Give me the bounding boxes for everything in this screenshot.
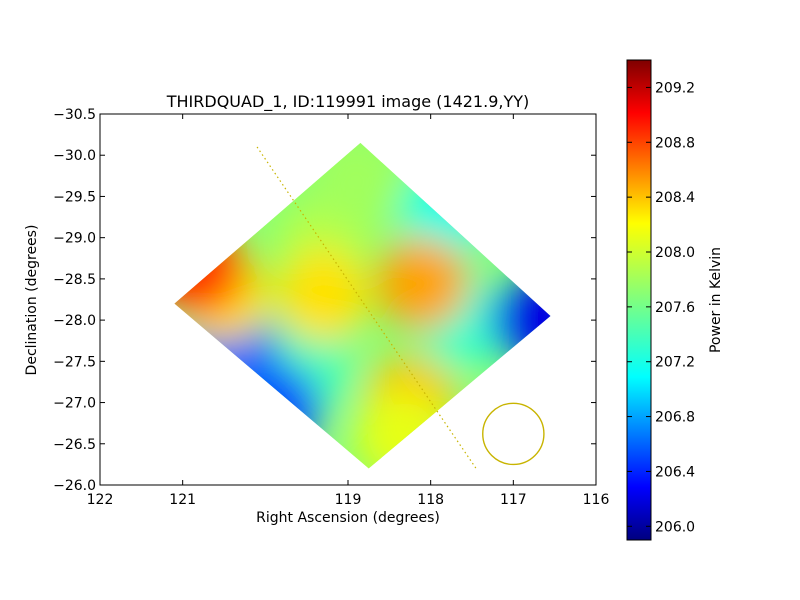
x-tick-label: 117: [500, 492, 527, 508]
heatmap-region-13: [174, 212, 229, 305]
y-tick-label: −28.0: [53, 313, 96, 329]
heatmap-image: [174, 142, 551, 469]
colorbar-tick-label: 206.4: [655, 464, 695, 480]
heatmap-region-9: [174, 224, 246, 317]
scan-line: [256, 146, 477, 469]
y-tick-label: −27.5: [53, 354, 96, 370]
x-axis: 122 121 119 118 117 116: [87, 114, 610, 508]
colorbar-tick-label: 206.8: [655, 410, 695, 426]
colorbar: 206.0 206.4 206.8 207.2 207.6 208.0 208.4 208.8…: [626, 59, 724, 541]
x-tick-label: 118: [417, 492, 444, 508]
y-tick-label: −27.0: [53, 396, 96, 412]
colorbar-tick-label: 207.2: [655, 355, 695, 371]
heatmap-region-3: [310, 142, 403, 226]
y-tick-label: −26.5: [53, 437, 96, 453]
x-tick-label: 116: [583, 492, 610, 508]
y-tick-label: −29.0: [53, 231, 96, 247]
colorbar-tick-label: 207.6: [655, 300, 695, 316]
colorbar-gradient: [626, 59, 652, 541]
y-tick-label: −30.5: [53, 107, 96, 123]
heatmap-region-6: [492, 274, 551, 367]
y-tick-label: −29.5: [53, 189, 96, 205]
colorbar-tick-label: 208.4: [655, 190, 695, 206]
heatmap-region-4: [227, 364, 320, 457]
x-tick-label: 121: [169, 492, 196, 508]
colorbar-tick-label: 208.0: [655, 245, 695, 261]
x-axis-label: Right Ascension (degrees): [256, 510, 440, 526]
heatmap-region-11: [376, 237, 469, 330]
heatmap-clip: [174, 142, 551, 469]
y-tick-label: −30.0: [53, 148, 96, 164]
beam-circle: [482, 402, 545, 466]
y-tick-label: −26.0: [53, 478, 96, 494]
y-axis: −26.0 −26.5 −27.0 −27.5 −28.0 −28.5 −29.0 −29.5…: [53, 107, 596, 494]
colorbar-ticks: 206.0 206.4 206.8 207.2 207.6 208.0 208.4 208.8…: [627, 80, 695, 535]
colorbar-tick-label: 206.0: [655, 519, 695, 535]
heatmap-region-14: [355, 389, 448, 469]
heatmap-region-10: [277, 249, 370, 342]
colorbar-tick-label: 209.2: [655, 80, 695, 96]
colorbar-label: Power in Kelvin: [708, 247, 724, 353]
y-axis-label: Declination (degrees): [24, 225, 40, 376]
x-tick-label: 119: [335, 492, 362, 508]
chart-title: THIRDQUAD_1, ID:119991 image (1421.9,YY): [166, 92, 530, 112]
x-tick-label: 122: [87, 492, 114, 508]
heatmap-regions: [174, 142, 551, 469]
y-tick-label: −28.5: [53, 272, 96, 288]
colorbar-tick-label: 208.8: [655, 135, 695, 151]
